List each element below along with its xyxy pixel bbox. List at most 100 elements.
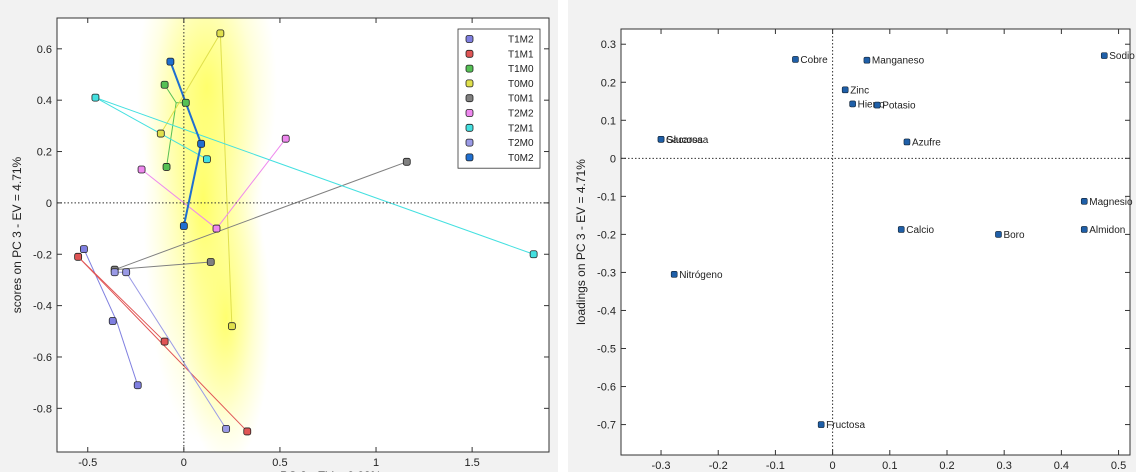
loading-point (792, 56, 799, 63)
loading-point (670, 271, 678, 278)
scores-y-tick-label: 0.4 (37, 95, 52, 107)
scores-point (222, 424, 231, 433)
legend-marker (465, 109, 474, 117)
loadings-x-tick-label: -0.1 (766, 460, 785, 472)
scores-x-tick-label: 1 (373, 457, 379, 469)
scores-point (108, 317, 117, 325)
loading-point (903, 138, 911, 146)
loading-point (1100, 52, 1108, 59)
legend-label: T0M0 (508, 79, 534, 90)
scores-x-tick-label: 0.5 (272, 457, 287, 469)
scores-point (181, 98, 190, 107)
loadings-y-tick-label: 0.2 (601, 77, 616, 89)
series-link-line (160, 33, 221, 134)
loading-point (897, 226, 905, 233)
loadings-axes-frame (620, 28, 1131, 456)
scores-axes-frame (56, 17, 550, 453)
legend-marker (465, 94, 474, 103)
loadings-y-tick-label: 0.1 (601, 115, 616, 127)
legend-label: T2M0 (508, 138, 534, 149)
loadings-x-tick-label: 0.5 (1111, 460, 1126, 472)
scores-point (80, 245, 88, 254)
loading-point (863, 56, 871, 64)
legend-label: T2M2 (508, 109, 534, 120)
loadings-y-tick-label: -0.5 (597, 344, 616, 356)
loading-point (1080, 226, 1088, 233)
loadings-x-tick-label: 0 (830, 460, 836, 472)
scores-point (206, 258, 215, 266)
loading-point-label: Azufre (912, 137, 941, 148)
scores-point (179, 222, 188, 230)
loading-point-label: Nitrógeno (679, 270, 723, 281)
series-link-line (95, 97, 534, 255)
scores-point (166, 57, 175, 66)
series-link-line (141, 169, 217, 229)
series-link-line (166, 102, 177, 168)
scores-y-tick-label: 0.2 (37, 147, 52, 159)
scores-point (529, 250, 538, 259)
scores-y-tick-label: 0.6 (37, 44, 52, 56)
scores-x-tick-label: -0.5 (78, 457, 97, 469)
scores-y-tick-label: 0 (46, 198, 52, 210)
loading-point (1080, 198, 1088, 205)
loading-point-label: Sodio (1109, 51, 1135, 62)
scores-x-axis-label: scores on PC 2 - EV = 6.62% (225, 469, 382, 472)
loading-point-label: Potasio (882, 101, 916, 112)
loadings-plot: -0.3 -0.2 -0.1 0 0.1 0.2 0.3 0.4 0.5 -0.7 -0.6 -0.5… (574, 28, 1135, 472)
legend-marker (465, 153, 474, 162)
loading-point-label: Zinc (850, 85, 869, 96)
loading-point (657, 136, 665, 143)
loading-point-label: Cobre (800, 55, 828, 66)
legend-marker (465, 64, 474, 73)
loading-point (817, 421, 825, 428)
scores-point (243, 427, 252, 436)
loading-point-label: Glucosa (666, 135, 703, 146)
loading-point-label: Magnesio (1089, 197, 1133, 208)
legend-marker (465, 49, 474, 58)
loadings-x-tick-label: -0.3 (652, 460, 671, 472)
loading-point-label: Almidon (1089, 225, 1125, 236)
legend-label: T1M1 (508, 49, 534, 60)
legend-label: T0M2 (508, 153, 534, 164)
legend-label: T1M0 (508, 64, 534, 75)
scores-point (156, 129, 165, 138)
loadings-panel: -0.3 -0.2 -0.1 0 0.1 0.2 0.3 0.4 0.5 -0.7 -0.6 -0.5… (568, 0, 1136, 472)
legend-marker (465, 138, 474, 147)
series-link-line (216, 138, 287, 229)
series-link-line (114, 161, 407, 271)
series-link-line (114, 261, 211, 271)
legend-label: T1M2 (508, 35, 534, 46)
legend-marker (465, 35, 474, 43)
scores-point (160, 80, 169, 89)
scores-glow-group (136, 18, 277, 452)
scores-point (137, 165, 146, 174)
scores-point (160, 337, 169, 346)
loadings-y-tick-label: -0.4 (597, 305, 616, 317)
scores-point (91, 93, 100, 102)
loadings-x-tick-label: 0.4 (1054, 460, 1069, 472)
scores-panel: -0.5 0 0.5 1 1.5 -0.8 -0.6 -0.4 -0.2 0 0.2 0.4 0.6 sc… (0, 0, 558, 472)
scores-point (281, 134, 290, 143)
loading-point (873, 101, 881, 109)
panel-gap (558, 0, 568, 472)
loadings-y-tick-label: -0.2 (597, 229, 616, 241)
scores-x-tick-label: 1.5 (464, 457, 479, 469)
loading-point-label: Fructosa (826, 420, 865, 431)
loadings-y-axis-label: loadings on PC 3 - EV = 4.71% (574, 159, 588, 325)
series-link-line (219, 33, 233, 327)
loadings-x-tick-label: 0.1 (882, 460, 897, 472)
loadings-plot-area (621, 29, 1130, 455)
scores-point (212, 224, 221, 233)
series-link-line (182, 143, 203, 227)
scores-x-tick-label: 0 (181, 457, 187, 469)
loadings-x-tick-label: -0.2 (709, 460, 728, 472)
loading-point-label: Manganeso (872, 56, 925, 67)
loadings-y-tick-label: -0.3 (597, 267, 616, 279)
legend-marker (465, 79, 474, 88)
series-link-line (116, 320, 139, 386)
series-link-line (125, 271, 227, 430)
loadings-y-tick-label: -0.7 (597, 420, 616, 432)
scores-plot: -0.5 0 0.5 1 1.5 -0.8 -0.6 -0.4 -0.2 0 0.2 0.4 0.6 sc… (10, 17, 550, 472)
scores-point (203, 155, 211, 164)
scores-point (227, 322, 236, 331)
